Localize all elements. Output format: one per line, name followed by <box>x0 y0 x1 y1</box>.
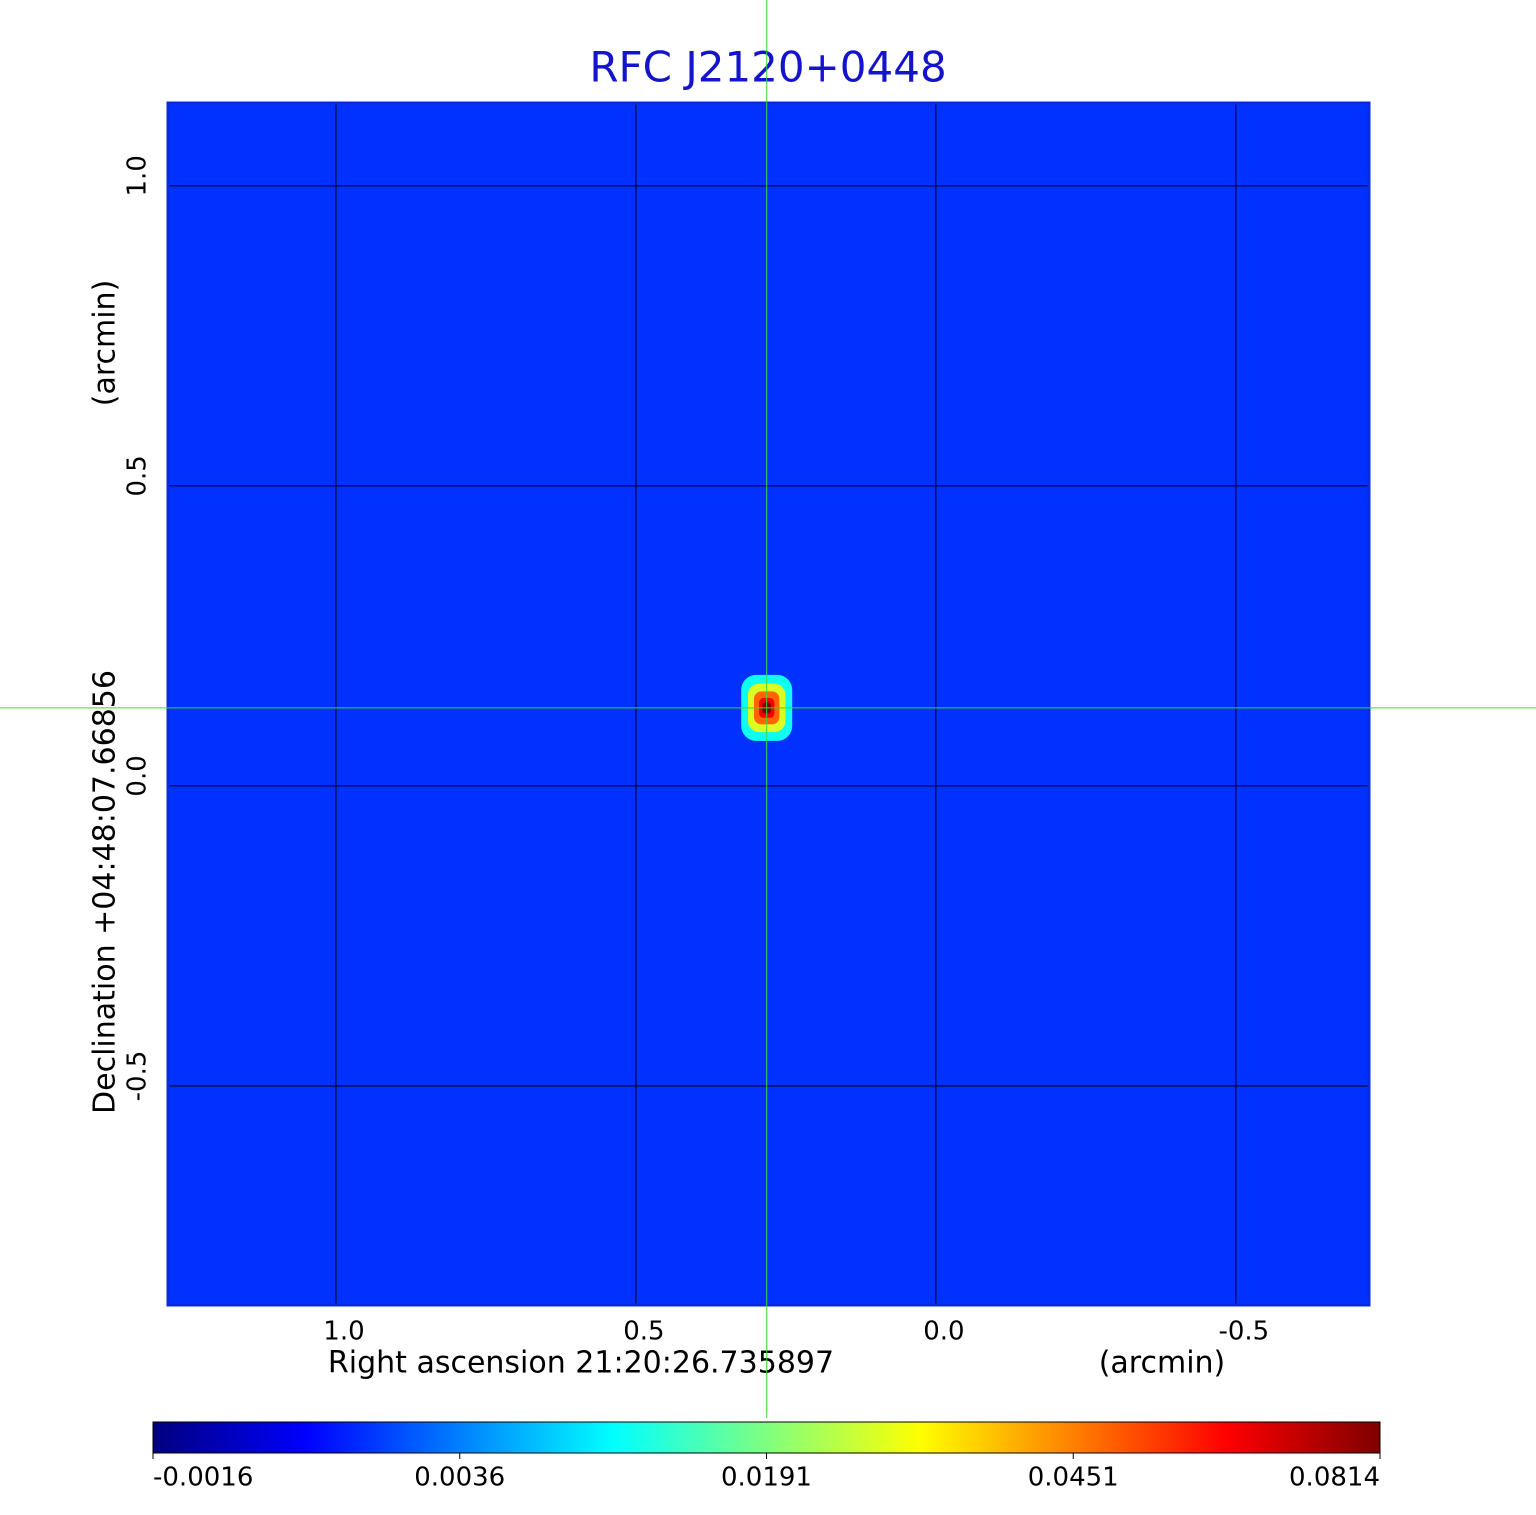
x-tick-label: 0.0 <box>923 1317 964 1347</box>
y-tick-label: 0.5 <box>123 455 153 496</box>
colorbar-tick-label: -0.0016 <box>153 1463 253 1493</box>
colorbar <box>152 1421 1381 1454</box>
y-tick-label: 1.0 <box>123 155 153 196</box>
chart-title: RFC J2120+0448 <box>589 43 946 92</box>
y-tick-label: -0.5 <box>123 1051 153 1102</box>
x-tick-label: -0.5 <box>1218 1317 1269 1347</box>
x-tick-label: 1.0 <box>323 1317 364 1347</box>
x-axis-unit: (arcmin) <box>1099 1346 1226 1381</box>
colorbar-tick-label: 0.0036 <box>414 1463 505 1493</box>
colorbar-tick-label: 0.0451 <box>1028 1463 1119 1493</box>
y-axis-unit: (arcmin) <box>88 280 123 407</box>
plot-frame <box>166 101 1371 1307</box>
colorbar-tick-label: 0.0191 <box>721 1463 812 1493</box>
colorbar-tick-label: 0.0814 <box>1289 1463 1380 1493</box>
x-axis-label: Right ascension 21:20:26.735897 <box>328 1346 834 1381</box>
x-tick-label: 0.5 <box>623 1317 664 1347</box>
y-axis-label: Declination +04:48:07.66856 <box>88 670 123 1114</box>
y-tick-label: 0.0 <box>123 755 153 796</box>
